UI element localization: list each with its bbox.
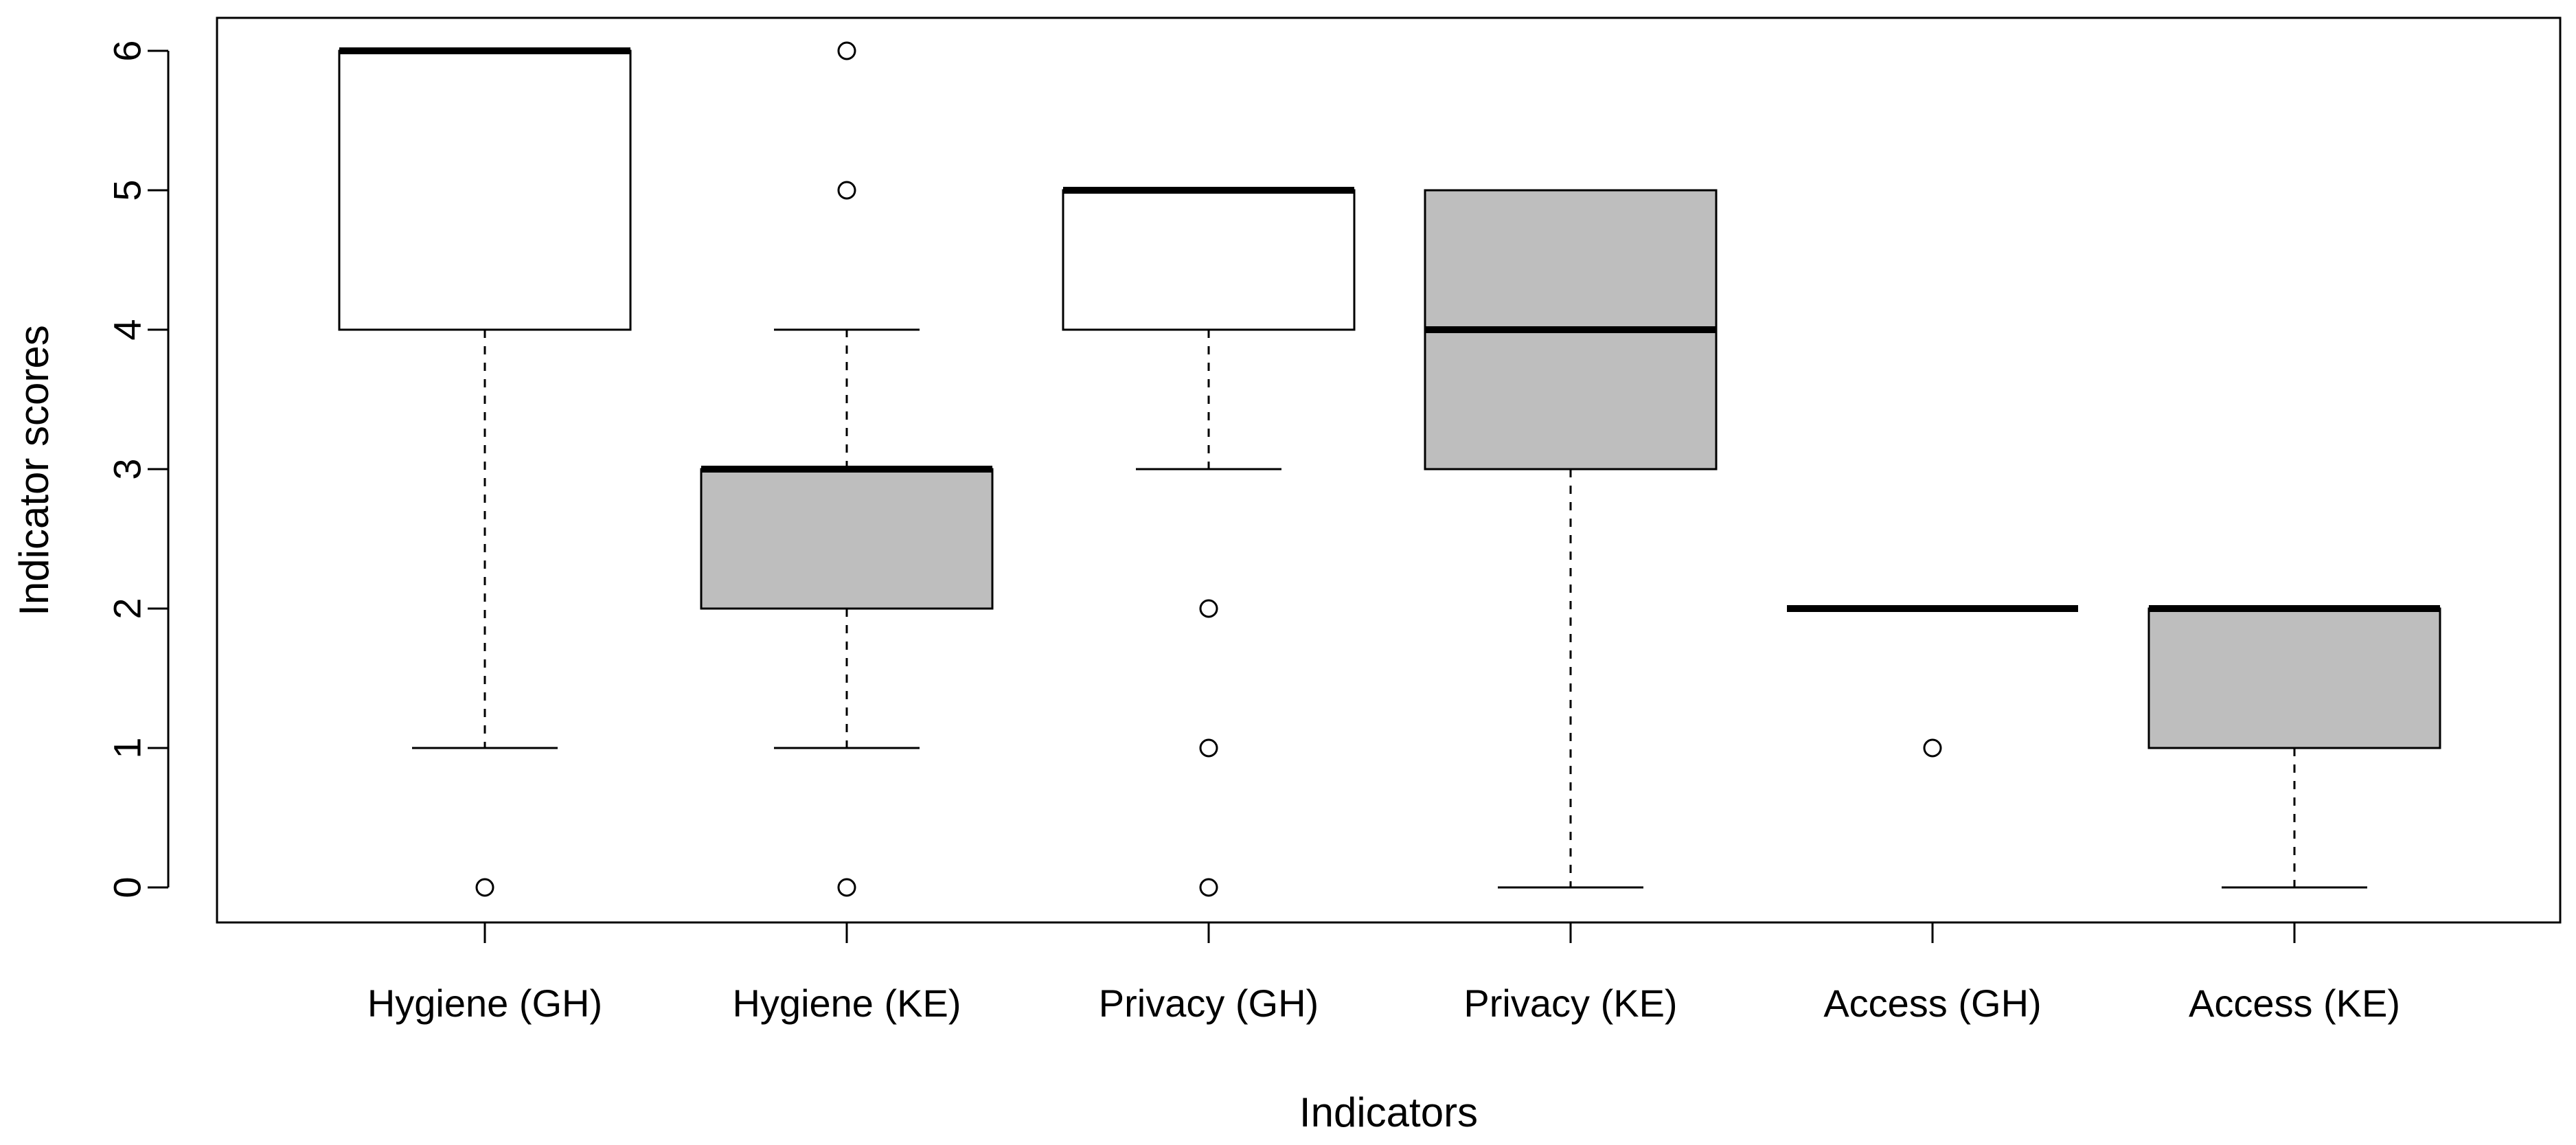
y-tick-label: 0 bbox=[106, 876, 149, 898]
y-tick-label: 6 bbox=[106, 40, 149, 61]
box-iqr bbox=[700, 468, 994, 610]
outlier-point bbox=[837, 878, 856, 897]
x-tick-label: Privacy (GH) bbox=[1099, 982, 1319, 1025]
x-axis: Hygiene (GH) Hygiene (KE) Privacy (GH) Priv… bbox=[367, 921, 2400, 1025]
x-tick-label: Hygiene (KE) bbox=[732, 982, 961, 1025]
box-iqr bbox=[1062, 189, 1356, 331]
outlier-point bbox=[1199, 599, 1218, 618]
outlier-point bbox=[1199, 878, 1218, 897]
box-iqr bbox=[338, 49, 632, 331]
boxes bbox=[338, 41, 2441, 897]
x-tick-label: Access (KE) bbox=[2189, 982, 2400, 1025]
y-tick-label: 2 bbox=[106, 598, 149, 619]
box-group bbox=[1062, 187, 1356, 897]
box-group bbox=[2147, 605, 2441, 889]
box-group bbox=[1424, 189, 1718, 889]
x-tick-label: Privacy (KE) bbox=[1463, 982, 1677, 1025]
outlier-point bbox=[837, 181, 856, 200]
box-group bbox=[700, 41, 994, 897]
y-tick-label: 3 bbox=[106, 458, 149, 479]
x-axis-title: Indicators bbox=[1299, 1089, 1478, 1135]
x-tick-label: Access (GH) bbox=[1823, 982, 2041, 1025]
box-iqr bbox=[2147, 607, 2441, 749]
y-tick-label: 4 bbox=[106, 319, 149, 340]
box-group bbox=[338, 47, 632, 897]
y-axis: 0 1 2 3 4 5 6 bbox=[106, 40, 170, 898]
outlier-point bbox=[837, 41, 856, 60]
x-tick-label: Hygiene (GH) bbox=[367, 982, 602, 1025]
outlier-point bbox=[1199, 738, 1218, 758]
outlier-point bbox=[1923, 738, 1942, 758]
y-tick-label: 5 bbox=[106, 179, 149, 201]
y-tick-label: 1 bbox=[106, 737, 149, 758]
box-group bbox=[1787, 605, 2078, 758]
outlier-point bbox=[475, 878, 494, 897]
y-axis-title: Indicator scores bbox=[11, 325, 57, 616]
